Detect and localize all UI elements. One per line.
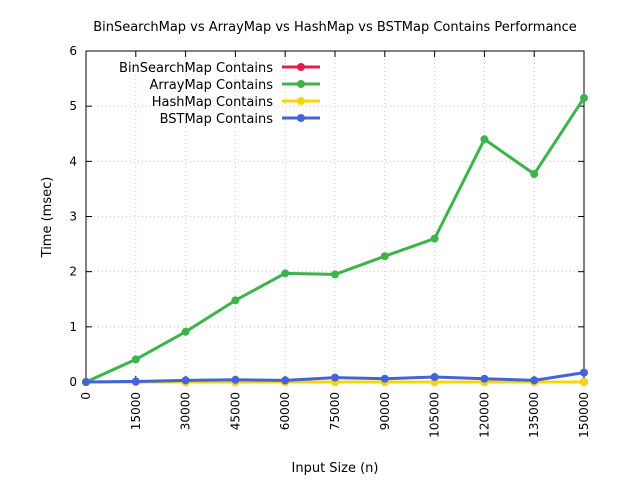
data-point [580, 93, 588, 102]
y-tick-label: 5 [69, 99, 77, 113]
legend-marker [297, 114, 305, 122]
x-tick-label: 150000 [577, 392, 591, 438]
x-tick-label: 45000 [228, 392, 242, 430]
y-tick-label: 6 [69, 44, 77, 58]
legend-label: BSTMap Contains [160, 112, 274, 127]
x-tick-label: 60000 [278, 392, 292, 430]
data-point [530, 170, 539, 179]
data-point [281, 269, 290, 278]
data-point [181, 376, 190, 385]
x-tick-label: 75000 [328, 392, 342, 430]
data-point [480, 135, 489, 144]
y-axis-title: Time (msec) [40, 177, 55, 259]
x-tick-label: 0 [79, 392, 93, 400]
axis-ticks: 0 1 2 3 4 5 6 0 15000 30000 45000 60000 75000 90000 10… [69, 44, 591, 438]
legend-label: HashMap Contains [152, 95, 274, 110]
y-tick-label: 0 [69, 375, 77, 389]
data-point [430, 373, 439, 382]
legend-label: BinSearchMap Contains [119, 61, 273, 76]
x-tick-label: 90000 [378, 392, 392, 430]
data-point [331, 373, 339, 382]
y-tick-label: 2 [69, 265, 77, 279]
data-point [181, 327, 190, 336]
data-point [430, 234, 439, 243]
legend-marker [297, 63, 305, 71]
legend-marker [297, 97, 305, 105]
y-tick-label: 3 [69, 210, 77, 224]
x-tick-label: 30000 [179, 392, 193, 430]
chart-title: BinSearchMap vs ArrayMap vs HashMap vs B… [93, 20, 577, 35]
data-point [480, 374, 489, 383]
x-tick-label: 120000 [477, 392, 491, 438]
data-point [281, 376, 290, 385]
series-lines [82, 93, 588, 386]
data-point [231, 296, 240, 305]
x-tick-label: 135000 [527, 392, 541, 438]
y-tick-label: 1 [69, 320, 77, 334]
data-point [580, 368, 588, 377]
data-point [380, 252, 389, 261]
legend-marker [297, 80, 305, 88]
legend: BinSearchMap Contains ArrayMap Contains Ha… [119, 61, 320, 127]
data-point [530, 376, 539, 385]
y-tick-label: 4 [69, 154, 77, 168]
data-point [380, 374, 389, 383]
legend-label: ArrayMap Contains [149, 78, 273, 93]
data-point [82, 378, 90, 386]
data-point [131, 355, 140, 364]
data-point [231, 375, 240, 384]
x-axis-title: Input Size (n) [292, 461, 379, 476]
data-point [131, 377, 140, 386]
data-point [331, 270, 339, 279]
data-point [580, 378, 588, 386]
x-tick-label: 15000 [129, 392, 143, 430]
x-tick-label: 105000 [428, 392, 442, 438]
